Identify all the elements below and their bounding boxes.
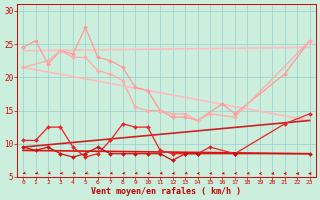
X-axis label: Vent moyen/en rafales ( km/h ): Vent moyen/en rafales ( km/h ) [92, 187, 241, 196]
